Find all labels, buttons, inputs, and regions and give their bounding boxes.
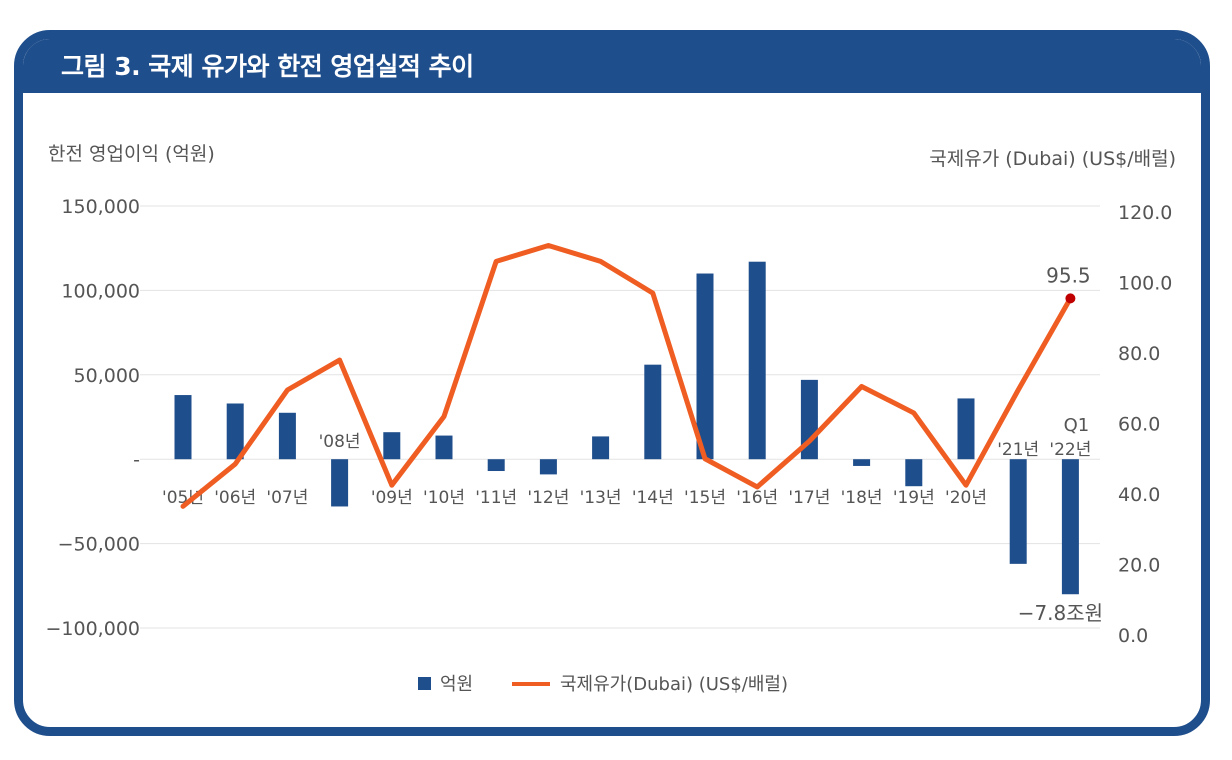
right-tick-label: 40.0 — [1118, 484, 1160, 506]
bar — [644, 364, 662, 460]
left-axis-ticks: 150,000 100,000 50,000 - −50,000 −100,000 — [46, 196, 141, 640]
bar — [1009, 459, 1027, 564]
gridlines — [140, 205, 1100, 629]
category-label: '12년 — [527, 488, 569, 508]
category-label: '05년 — [162, 488, 204, 508]
category-label: '14년 — [632, 488, 674, 508]
last-oil-value-label: 95.5 — [1046, 263, 1091, 287]
oil-price-line — [180, 242, 1073, 509]
legend-bar-label: 억원 — [440, 674, 473, 695]
left-tick-label: −50,000 — [58, 534, 140, 556]
bar — [226, 403, 244, 460]
right-tick-label: 100.0 — [1118, 273, 1172, 295]
category-label: '07년 — [266, 488, 308, 508]
legend: 억원 국제유가(Dubai) (US$/배럴) — [418, 674, 788, 695]
legend-line-label: 국제유가(Dubai) (US$/배럴) — [560, 674, 788, 695]
right-axis-label: 국제유가 (Dubai) (US$/배럴) — [929, 148, 1176, 170]
bar — [592, 436, 610, 460]
bar-series — [174, 261, 1079, 595]
left-tick-label: −100,000 — [46, 618, 141, 640]
category-label: '17년 — [788, 488, 830, 508]
category-label: '13년 — [580, 488, 622, 508]
annotations: 95.5 −7.8조원 Q1 — [1018, 263, 1103, 625]
left-tick-label: 50,000 — [74, 365, 140, 387]
bar — [435, 435, 453, 460]
category-label: '16년 — [736, 488, 778, 508]
category-label: '09년 — [371, 488, 413, 508]
panel-header: 그림 3. 국제 유가와 한전 영업실적 추이 — [23, 39, 1201, 93]
left-tick-label: 150,000 — [61, 196, 140, 218]
category-label: '20년 — [945, 488, 987, 508]
left-tick-label: 100,000 — [61, 280, 140, 302]
right-tick-label: 60.0 — [1118, 414, 1160, 436]
q1-label: Q1 — [1064, 415, 1090, 436]
line-series — [180, 242, 1076, 509]
bar — [905, 459, 923, 487]
bar — [748, 261, 766, 460]
oil-price-last-point — [1065, 293, 1076, 304]
bar — [487, 459, 505, 472]
left-tick-label: - — [133, 449, 140, 471]
right-tick-label: 120.0 — [1118, 202, 1172, 224]
right-axis-ticks: 120.0 100.0 80.0 60.0 40.0 20.0 0.0 — [1118, 202, 1172, 647]
right-tick-label: 20.0 — [1118, 555, 1160, 577]
category-label: '15년 — [684, 488, 726, 508]
category-label: '22년 — [1049, 440, 1091, 460]
bar — [957, 398, 975, 460]
category-label: '19년 — [893, 488, 935, 508]
category-labels: '05년 '06년 '07년 '08년 '09년 '10년 '11년 '12년 '13년 '14년… — [162, 432, 1091, 508]
bar — [174, 395, 192, 460]
category-label: '10년 — [423, 488, 465, 508]
category-label: '18년 — [841, 488, 883, 508]
category-label: '08년 — [319, 432, 361, 452]
bar — [539, 459, 557, 475]
panel-title: 그림 3. 국제 유가와 한전 영업실적 추이 — [61, 52, 474, 81]
bar — [696, 273, 714, 460]
bar — [1061, 459, 1079, 595]
category-label: '11년 — [475, 488, 517, 508]
bar — [331, 459, 349, 507]
left-axis-label: 한전 영업이익 (억원) — [48, 143, 215, 165]
legend-bar-swatch — [418, 677, 431, 690]
bar — [383, 432, 401, 460]
right-tick-label: 0.0 — [1118, 625, 1148, 647]
bar — [853, 459, 871, 466]
chart-panel: 그림 3. 국제 유가와 한전 영업실적 추이 — [14, 30, 1210, 736]
right-tick-label: 80.0 — [1118, 343, 1160, 365]
last-bar-value-label: −7.8조원 — [1018, 601, 1103, 625]
category-label: '21년 — [997, 440, 1039, 460]
category-label: '06년 — [214, 488, 256, 508]
bar — [278, 412, 296, 460]
